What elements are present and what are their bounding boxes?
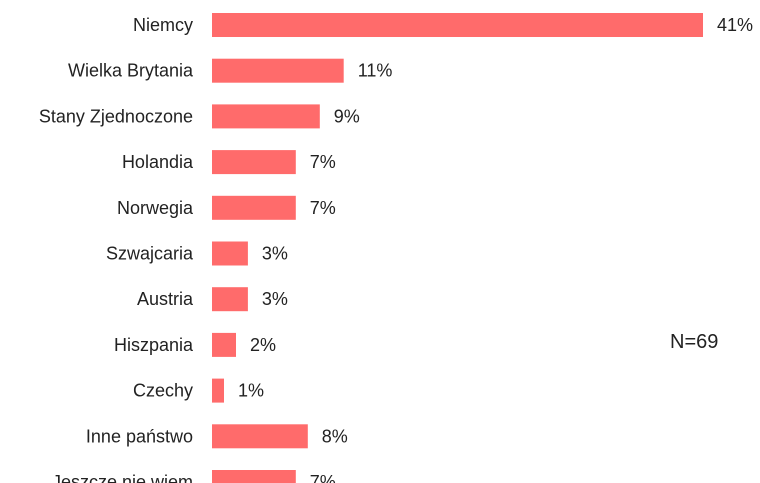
value-label-norwegia: 7%: [310, 198, 336, 218]
value-label-jeszcze-nie-wiem: 7%: [310, 472, 336, 483]
category-label-czechy: Czechy: [133, 381, 193, 401]
value-labels-group: 41% 11% 9% 7% 7% 3% 3% 2% 1% 8% 7%: [238, 15, 753, 483]
bar-holandia: [212, 150, 296, 175]
category-label-hiszpania: Hiszpania: [114, 335, 194, 355]
value-label-austria: 3%: [262, 289, 288, 309]
category-label-jeszcze-nie-wiem: Jeszcze nie wiem: [52, 472, 193, 483]
value-label-czechy: 1%: [238, 381, 264, 401]
bar-hiszpania: [212, 332, 236, 357]
category-label-austria: Austria: [137, 289, 194, 309]
value-label-holandia: 7%: [310, 152, 336, 172]
value-label-szwajcaria: 3%: [262, 244, 288, 264]
value-label-inne-panstwo: 8%: [322, 426, 348, 446]
value-label-niemcy: 41%: [717, 15, 753, 35]
category-label-szwajcaria: Szwajcaria: [106, 244, 194, 264]
category-label-norwegia: Norwegia: [117, 198, 194, 218]
bar-czechy: [212, 378, 224, 403]
bar-wielka-brytania: [212, 58, 344, 83]
category-label-wielka-brytania: Wielka Brytania: [68, 61, 194, 81]
value-label-wielka-brytania: 11%: [358, 61, 393, 81]
bar-norwegia: [212, 195, 296, 220]
bar-stany-zjednoczone: [212, 104, 320, 129]
value-label-stany-zjednoczone: 9%: [334, 106, 360, 126]
bar-szwajcaria: [212, 241, 248, 266]
bar-jeszcze-nie-wiem: [212, 470, 296, 483]
category-labels-group: Niemcy Wielka Brytania Stany Zjednoczone Ho…: [39, 15, 194, 483]
bar-niemcy: [212, 13, 703, 37]
category-label-stany-zjednoczone: Stany Zjednoczone: [39, 106, 193, 126]
bar-inne-panstwo: [212, 424, 308, 449]
sample-size-annotation: N=69: [670, 331, 718, 353]
category-label-niemcy: Niemcy: [133, 15, 193, 35]
category-label-holandia: Holandia: [122, 152, 194, 172]
category-label-inne-panstwo: Inne państwo: [86, 426, 193, 446]
value-label-hiszpania: 2%: [250, 335, 276, 355]
bars-group: [212, 13, 703, 483]
bar-austria: [212, 287, 248, 312]
